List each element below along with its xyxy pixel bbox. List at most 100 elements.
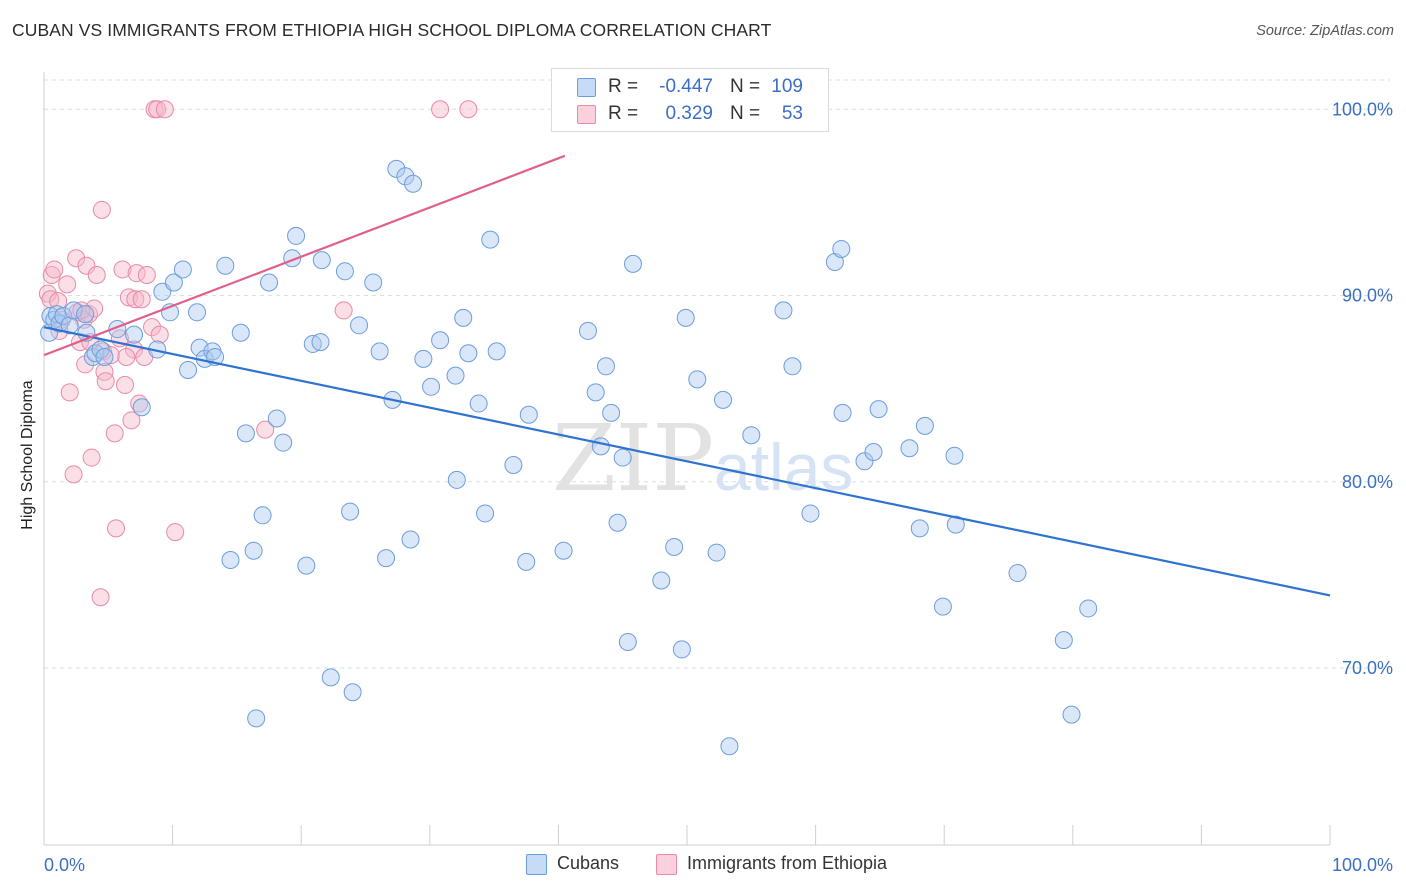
data-point-ethiopia: [431, 100, 450, 119]
data-point-ethiopia: [105, 424, 124, 443]
data-point-cubans: [54, 307, 73, 326]
data-point-ethiopia: [67, 249, 86, 268]
legend-r-value: -0.447: [659, 76, 713, 97]
data-point-cubans: [945, 446, 964, 465]
trend-lines: [43, 154, 1331, 597]
data-point-ethiopia: [91, 588, 110, 607]
watermark: ZIP atlas: [552, 405, 853, 512]
data-point-ethiopia: [113, 260, 132, 279]
gridlines: [44, 79, 1390, 669]
data-point-cubans: [343, 683, 362, 702]
data-point-cubans: [602, 403, 621, 422]
legend-r-label: R =: [608, 76, 639, 97]
data-point-ethiopia: [107, 519, 126, 538]
data-point-ethiopia: [64, 465, 83, 484]
data-point-cubans: [414, 349, 433, 368]
data-point-cubans: [869, 400, 888, 419]
data-point-cubans: [825, 252, 844, 271]
data-point-cubans: [1062, 705, 1081, 724]
data-point-cubans: [720, 737, 739, 756]
legend-n-label: N =: [730, 103, 761, 124]
data-point-ethiopia: [334, 301, 353, 320]
data-point-ethiopia: [60, 383, 79, 402]
x-tick-label: 100.0%: [1332, 855, 1393, 875]
y-tick-label: 80.0%: [1342, 472, 1393, 492]
data-point-cubans: [596, 357, 615, 376]
watermark-zip: ZIP: [552, 405, 714, 512]
trend-line-ethiopia: [43, 154, 566, 357]
data-point-ethiopia: [101, 346, 120, 365]
legend-swatch-blue: [577, 78, 596, 97]
legend-swatch-pink: [656, 854, 677, 875]
watermark-atlas: atlas: [714, 430, 853, 504]
data-point-cubans: [915, 416, 934, 435]
data-point-ethiopia: [256, 420, 275, 439]
data-point-cubans: [221, 551, 240, 570]
legend-r-label: R =: [608, 103, 639, 124]
data-point-cubans: [933, 597, 952, 616]
data-point-cubans: [476, 504, 495, 523]
data-point-cubans: [833, 403, 852, 422]
x-tick-label: 0.0%: [44, 855, 85, 875]
data-point-cubans: [350, 316, 369, 335]
data-point-cubans: [652, 571, 671, 590]
data-point-cubans: [431, 331, 450, 350]
data-point-cubans: [672, 640, 691, 659]
data-point-cubans: [267, 409, 286, 428]
data-point-cubans: [341, 502, 360, 521]
data-point-ethiopia: [126, 290, 145, 309]
data-point-cubans: [173, 260, 192, 279]
data-point-cubans: [335, 262, 354, 281]
series-legend: Cubans Immigrants from Ethiopia: [0, 851, 1406, 877]
data-point-cubans: [76, 305, 95, 324]
data-point-cubans: [125, 325, 144, 344]
data-point-cubans: [586, 383, 605, 402]
data-point-cubans: [404, 174, 423, 193]
source-label: Source: ZipAtlas.com: [1256, 23, 1394, 39]
legend-swatch-blue: [526, 854, 547, 875]
data-point-cubans: [297, 556, 316, 575]
data-point-ethiopia: [77, 256, 96, 275]
data-point-cubans: [447, 470, 466, 489]
data-point-cubans: [164, 273, 183, 292]
data-point-ethiopia: [166, 523, 185, 542]
data-point-cubans: [459, 344, 478, 363]
data-point-ethiopia: [137, 266, 156, 285]
data-point-cubans: [446, 366, 465, 385]
data-point-cubans: [487, 342, 506, 361]
data-point-cubans: [312, 251, 331, 270]
legend-n-value: 109: [771, 76, 803, 97]
data-point-cubans: [855, 452, 874, 471]
legend-swatch-pink: [577, 105, 596, 124]
data-point-ethiopia: [58, 275, 77, 294]
data-point-ethiopia: [95, 362, 114, 381]
data-point-ethiopia: [143, 318, 162, 337]
data-point-cubans: [321, 668, 340, 687]
data-point-cubans: [422, 377, 441, 396]
data-point-ethiopia: [116, 375, 135, 394]
legend-r-value: 0.329: [665, 103, 713, 124]
data-point-cubans: [396, 167, 415, 186]
data-point-cubans: [946, 515, 965, 534]
data-point-ethiopia: [132, 290, 151, 309]
legend-row-cubans: R = -0.447 N = 109: [552, 74, 828, 100]
x-tick-labels: 0.0% 100.0%: [44, 855, 1393, 875]
data-point-cubans: [688, 370, 707, 389]
y-axis-title: High School Diploma: [19, 380, 36, 530]
data-point-cubans: [801, 504, 820, 523]
data-point-cubans: [618, 632, 637, 651]
data-point-ethiopia: [117, 347, 136, 366]
y-tick-label: 70.0%: [1342, 658, 1393, 678]
data-point-cubans: [910, 519, 929, 538]
data-point-cubans: [504, 456, 523, 475]
data-point-cubans: [1079, 599, 1098, 618]
y-tick-label: 100.0%: [1332, 99, 1393, 119]
legend-label-ethiopia: Immigrants from Ethiopia: [687, 853, 888, 873]
data-point-cubans: [783, 357, 802, 376]
legend-label-cubans: Cubans: [557, 853, 620, 873]
data-point-ethiopia: [155, 100, 174, 119]
data-point-cubans: [707, 543, 726, 562]
data-point-cubans: [132, 398, 151, 417]
data-point-cubans: [578, 321, 597, 340]
